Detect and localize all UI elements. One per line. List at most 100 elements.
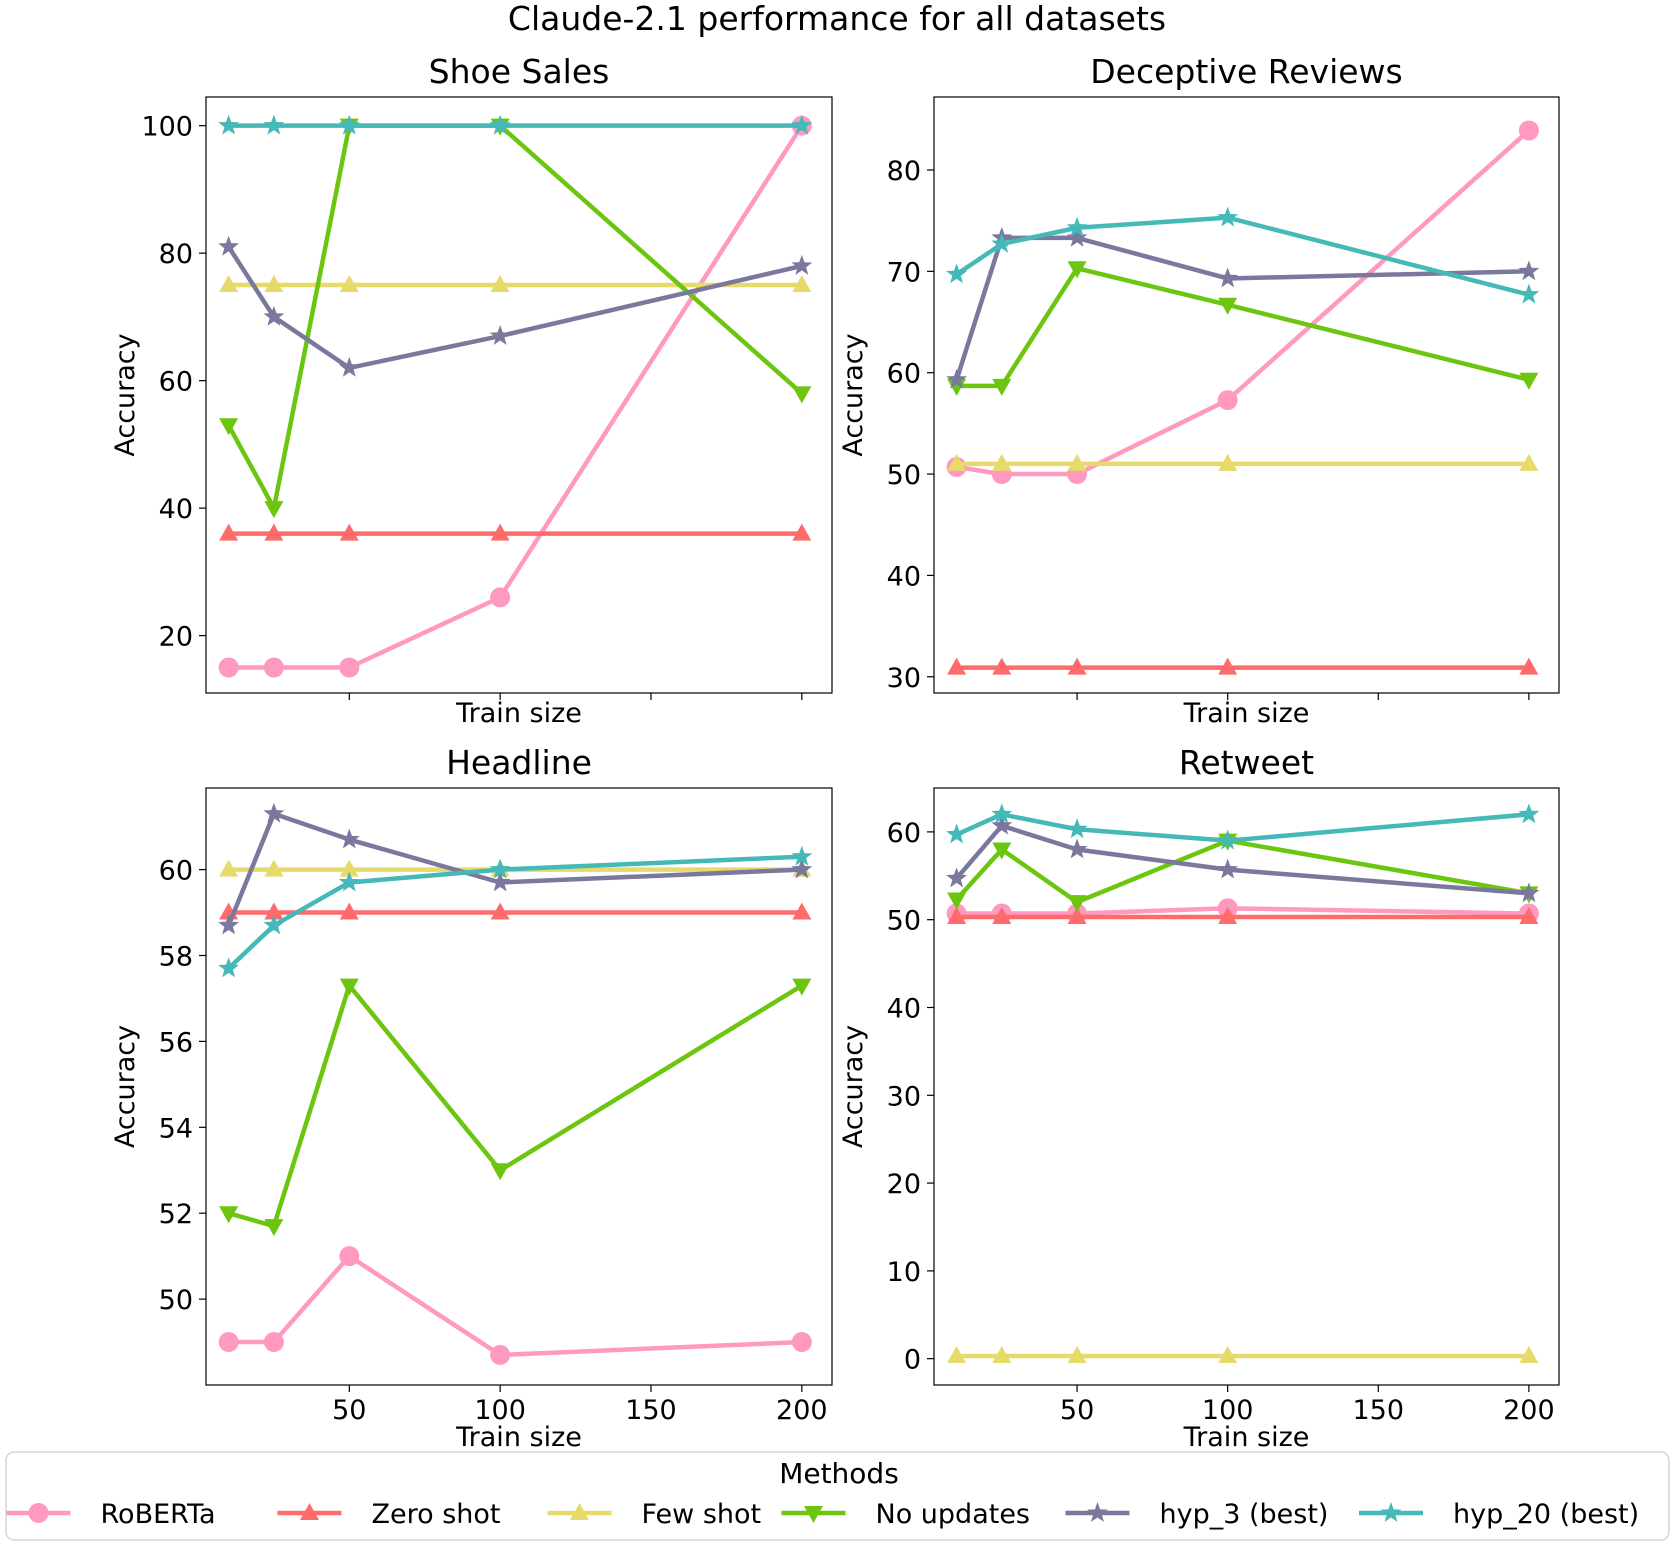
legend-marker (1087, 1502, 1108, 1522)
data-point (1518, 260, 1540, 281)
series-zero-shot (219, 902, 812, 920)
y-tick-label: 70 (887, 257, 921, 288)
data-point (490, 902, 510, 920)
data-point (791, 114, 813, 135)
series-zero-shot (947, 907, 1539, 925)
series-hyp-3-best (218, 802, 813, 935)
data-point (339, 657, 360, 678)
data-point (490, 587, 511, 608)
series-line (226, 1253, 805, 1358)
data-point (792, 902, 812, 920)
legend-label: hyp_20 (best) (1453, 1499, 1639, 1530)
data-point (1518, 120, 1539, 141)
subplot-headline: Headline 50 52 54 56 58 60 50 100 150 200 Train siz… (110, 743, 833, 1453)
data-point (339, 859, 359, 877)
data-point (264, 523, 284, 541)
x-axis-label: Train size (455, 1422, 582, 1453)
data-point (946, 823, 968, 844)
data-point (1218, 1346, 1238, 1364)
legend-marker (1380, 1502, 1402, 1522)
data-point (1218, 657, 1238, 675)
plot-frame (933, 787, 1560, 1386)
series-hyp-20-best (218, 845, 813, 978)
data-point (263, 1332, 284, 1353)
data-point (1218, 297, 1238, 315)
data-point (1067, 657, 1087, 675)
data-point (1066, 838, 1088, 859)
series-no-updates (947, 261, 1539, 396)
y-tick-label: 30 (887, 1081, 921, 1112)
y-tick-label: 52 (159, 1199, 193, 1230)
subplot-title: Headline (446, 743, 592, 782)
y-axis-label: Accuracy (110, 333, 141, 456)
data-point (490, 523, 510, 541)
data-point (1218, 453, 1238, 471)
data-point (219, 859, 239, 877)
series-line (954, 266, 1532, 389)
subplot-title: Retweet (1179, 743, 1314, 782)
y-tick-label: 0 (904, 1345, 921, 1376)
data-point (1518, 283, 1540, 304)
data-point (218, 957, 240, 978)
data-point (219, 418, 239, 436)
y-axis-label: Accuracy (838, 1025, 869, 1148)
legend-label: No updates (876, 1499, 1031, 1530)
data-point (947, 657, 967, 675)
data-point (1519, 657, 1539, 675)
x-axis-label: Train size (1183, 698, 1310, 729)
data-point (1067, 261, 1087, 279)
y-tick-label: 50 (159, 1285, 193, 1316)
series-hyp-20-best (946, 803, 1540, 850)
y-tick-label: 40 (887, 993, 921, 1024)
data-point (1217, 267, 1239, 288)
y-axis-label: Accuracy (110, 1025, 141, 1148)
y-tick-label: 30 (887, 663, 921, 694)
data-point (991, 803, 1013, 824)
subplot-deceptive-reviews: Deceptive Reviews 30 40 50 60 70 80 Train size A… (838, 52, 1560, 729)
x-tick-label: 100 (1202, 1395, 1254, 1426)
data-point (339, 902, 359, 920)
y-tick-label: 54 (159, 1113, 193, 1144)
y-tick-label: 50 (887, 460, 921, 491)
legend-label: Few shot (642, 1499, 762, 1530)
data-point (992, 842, 1012, 860)
figure-title: Claude-2.1 performance for all datasets (508, 0, 1166, 38)
data-point (490, 1344, 511, 1365)
data-point (263, 657, 284, 678)
x-tick-label: 200 (1503, 1395, 1555, 1426)
data-point (263, 305, 285, 326)
legend-marker (804, 1506, 823, 1523)
y-axis-label: Accuracy (838, 333, 869, 456)
x-tick-label: 50 (332, 1395, 366, 1426)
legend-label: Zero shot (372, 1499, 501, 1530)
data-point (263, 802, 285, 823)
subplot-retweet: Retweet 0 10 20 30 40 50 60 50 100 150 200 Train siz… (838, 743, 1560, 1453)
data-point (1218, 907, 1238, 925)
data-point (490, 1163, 510, 1181)
legend-label: RoBERTa (101, 1499, 216, 1530)
x-tick-label: 150 (1353, 1395, 1405, 1426)
data-point (991, 232, 1013, 253)
x-tick-label: 50 (1060, 1395, 1094, 1426)
series-hyp-20-best (946, 206, 1540, 304)
data-point (1067, 1346, 1087, 1364)
y-tick-label: 10 (887, 1257, 921, 1288)
data-point (218, 1332, 239, 1353)
series-few-shot (947, 1346, 1539, 1364)
legend-frame (5, 1451, 1670, 1541)
data-point (947, 892, 967, 910)
data-point (490, 275, 510, 293)
legend-item-no-updates: No updates (781, 1499, 1031, 1530)
data-point (264, 1219, 284, 1237)
series-line (226, 983, 805, 1229)
series-roberta (946, 898, 1539, 924)
data-point (991, 814, 1013, 835)
data-point (1217, 829, 1239, 850)
data-point (219, 1206, 239, 1224)
data-point (489, 858, 511, 879)
data-point (219, 523, 239, 541)
legend-marker (300, 1503, 319, 1520)
data-point (339, 523, 359, 541)
x-axis-label: Train size (455, 698, 582, 729)
